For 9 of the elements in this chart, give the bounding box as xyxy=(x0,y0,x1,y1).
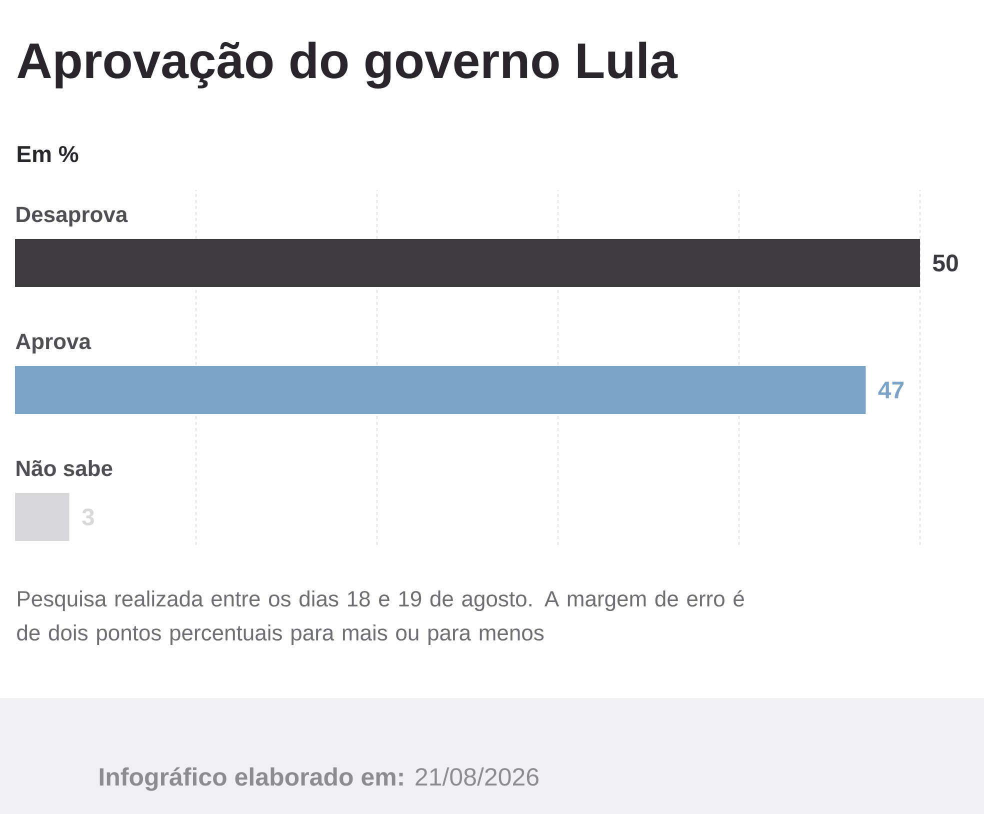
y-tick-label: Aprova xyxy=(16,334,92,354)
data-label: 47 xyxy=(878,382,904,398)
text: Infográfico elaborado em: 21/08/2026 xyxy=(100,767,538,791)
chart-title: Aprovação do governo Lula xyxy=(17,42,678,89)
data-label: 50 xyxy=(932,254,958,272)
chart-subtitle: Em % xyxy=(18,146,78,162)
y-tick-label: Não sabe xyxy=(16,460,112,476)
y-tick-label: Desaprova xyxy=(16,206,128,227)
text: Pesquisa realizada entre os dias 18 e 19 de agosto. A margem de erro é de dois pontos percentuais para mais ou para menos xyxy=(17,590,744,645)
